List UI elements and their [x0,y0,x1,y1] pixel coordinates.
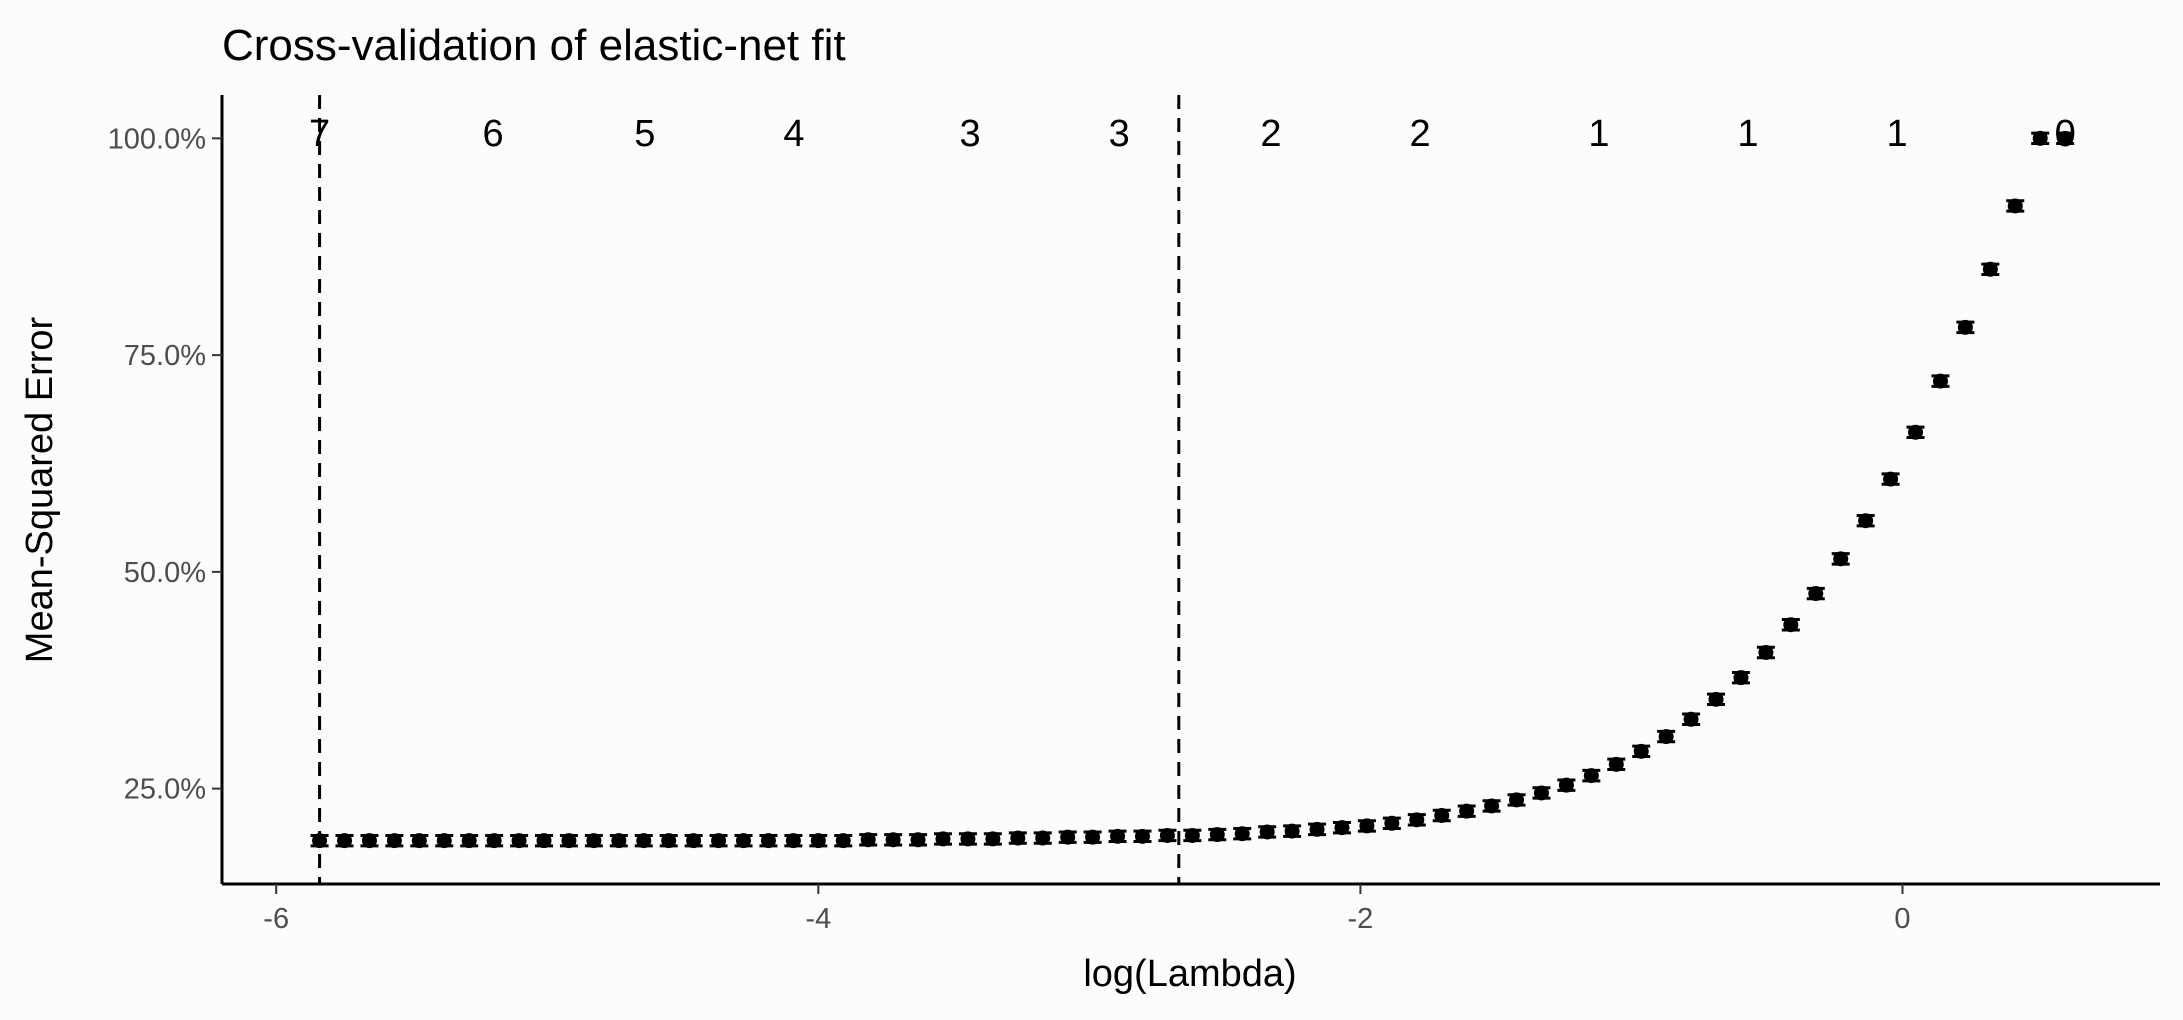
y-tick-label: 50.0% [124,557,206,589]
data-point [1209,827,1225,843]
nonzero-count-label: 7 [309,113,330,155]
data-point [1184,827,1200,843]
data-point [461,833,477,849]
data-point [1010,830,1026,846]
data-point [810,833,826,849]
nonzero-count-label: 1 [1887,113,1908,155]
data-point [386,833,402,849]
data-point [1359,818,1375,834]
data-point [1259,824,1275,840]
data-point [1883,471,1899,487]
y-tick-label: 25.0% [124,774,206,806]
data-point [436,833,452,849]
data-point [1334,820,1350,836]
data-points [310,130,2075,849]
data-point [1858,513,1874,529]
data-point [1533,785,1549,801]
data-point [1658,729,1674,745]
data-point [985,831,1001,847]
data-point [661,833,677,849]
data-point [1833,551,1849,567]
data-point [1060,829,1076,845]
data-point [1708,691,1724,707]
nonzero-count-label: 2 [1260,113,1281,155]
data-point [312,833,328,849]
data-point [1085,829,1101,845]
data-point [1633,743,1649,759]
data-point [1284,823,1300,839]
data-point [1608,756,1624,772]
data-point [411,833,427,849]
nonzero-count-label: 4 [783,113,804,155]
data-point [2032,130,2048,146]
data-point [586,833,602,849]
data-point [1459,803,1475,819]
data-point [1384,815,1400,831]
data-point [1783,617,1799,633]
data-point [2007,198,2023,214]
reference-lines [318,95,1181,884]
x-tick-label: -4 [805,903,831,935]
data-point [885,832,901,848]
nonzero-count-label: 3 [1109,113,1130,155]
data-point [1808,586,1824,602]
data-point [1908,424,1924,440]
data-point [361,833,377,849]
data-point [1159,827,1175,843]
x-axis-title: log(Lambda) [1083,953,1296,995]
data-point [1134,828,1150,844]
data-point [337,833,353,849]
data-point [486,833,502,849]
data-point [686,833,702,849]
data-point [1982,261,1998,277]
data-point [835,833,851,849]
data-point [1957,319,1973,335]
data-point [760,833,776,849]
axes: -6 -4 -2 0 25.0% 50.0% 75.0% 100.0% [108,95,2160,935]
nonzero-count-label: 2 [1409,113,1430,155]
data-point [561,833,577,849]
data-point [1733,670,1749,686]
data-point [536,833,552,849]
x-tick-label: -2 [1348,903,1374,935]
data-point [1110,828,1126,844]
data-point [860,832,876,848]
data-point [935,831,951,847]
data-point [1509,792,1525,808]
data-point [1558,777,1574,793]
data-point [910,832,926,848]
x-tick-label: 0 [1894,903,1910,935]
nonzero-count-label: 1 [1588,113,1609,155]
data-point [1234,826,1250,842]
data-point [1434,808,1450,824]
y-axis-title: Mean-Squared Error [19,316,61,663]
nonzero-count-label: 3 [960,113,981,155]
nonzero-count-label: 5 [634,113,655,155]
x-tick-label: -6 [263,903,289,935]
data-point [1409,812,1425,828]
data-point [2057,130,2073,146]
data-point [636,833,652,849]
data-point [511,833,527,849]
data-point [1309,821,1325,837]
data-point [611,833,627,849]
data-point [1683,711,1699,727]
y-tick-label: 75.0% [124,340,206,372]
y-tick-label: 100.0% [108,123,206,155]
data-point [1583,768,1599,784]
chart-title: Cross-validation of elastic-net fit [222,21,846,70]
data-point [960,831,976,847]
nonzero-count-label: 1 [1737,113,1758,155]
data-point [711,833,727,849]
data-point [1932,373,1948,389]
data-point [1758,645,1774,661]
nonzero-count-label: 6 [482,113,503,155]
top-count-labels: 765433221110 [309,113,2076,155]
data-point [785,833,801,849]
data-point [1484,798,1500,814]
data-point [735,833,751,849]
data-point [1035,830,1051,846]
